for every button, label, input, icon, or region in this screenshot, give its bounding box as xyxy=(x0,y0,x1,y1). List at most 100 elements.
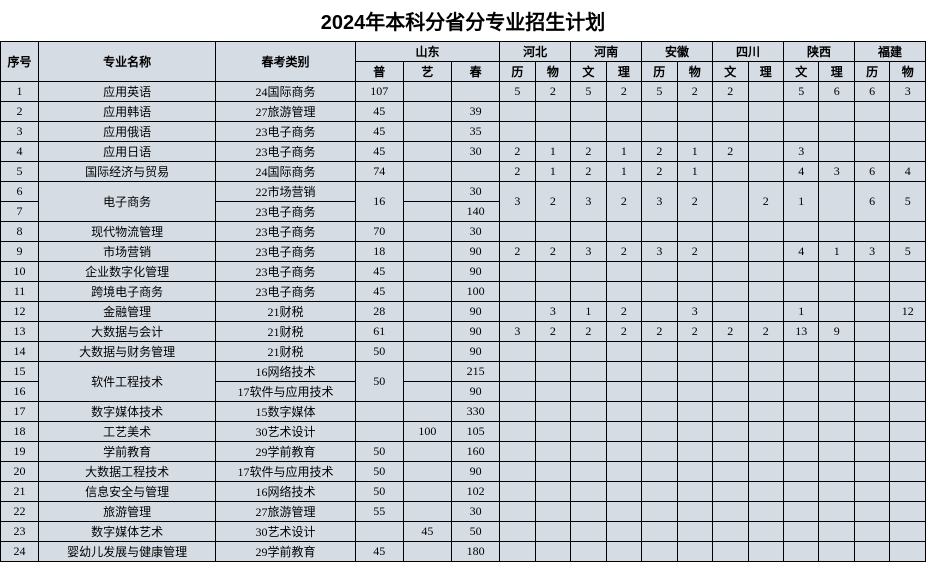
cell-value xyxy=(819,382,854,402)
cell-value xyxy=(403,202,451,222)
cell-category: 23电子商务 xyxy=(216,202,355,222)
cell-category: 23电子商务 xyxy=(216,262,355,282)
cell-value: 50 xyxy=(355,362,403,402)
cell-value: 2 xyxy=(713,142,748,162)
cell-value xyxy=(890,402,926,422)
cell-idx: 24 xyxy=(1,542,39,562)
cell-major: 国际经济与贸易 xyxy=(39,162,216,182)
cell-value xyxy=(748,162,783,182)
cell-value xyxy=(500,502,535,522)
cell-value xyxy=(452,82,500,102)
cell-major: 学前教育 xyxy=(39,442,216,462)
cell-category: 23电子商务 xyxy=(216,122,355,142)
cell-value xyxy=(403,542,451,562)
cell-value: 18 xyxy=(355,242,403,262)
sub-sd-yi: 艺 xyxy=(403,62,451,82)
cell-value xyxy=(819,122,854,142)
table-row: 19学前教育29学前教育50160 xyxy=(1,442,926,462)
header-fujian: 福建 xyxy=(854,42,925,62)
cell-value xyxy=(606,462,641,482)
cell-value xyxy=(783,502,818,522)
cell-value xyxy=(606,122,641,142)
cell-value xyxy=(535,502,570,522)
cell-value: 45 xyxy=(355,282,403,302)
cell-value: 5 xyxy=(642,82,677,102)
cell-value: 2 xyxy=(571,322,606,342)
cell-value xyxy=(783,282,818,302)
cell-value xyxy=(713,442,748,462)
cell-value: 45 xyxy=(355,122,403,142)
cell-value: 6 xyxy=(854,162,889,182)
cell-value xyxy=(571,382,606,402)
cell-value xyxy=(854,462,889,482)
header-shaanxi: 陕西 xyxy=(783,42,854,62)
cell-value xyxy=(890,142,926,162)
cell-value: 4 xyxy=(783,162,818,182)
table-row: 24婴幼儿发展与健康管理29学前教育45180 xyxy=(1,542,926,562)
cell-category: 29学前教育 xyxy=(216,442,355,462)
cell-value: 13 xyxy=(783,322,818,342)
cell-value xyxy=(606,442,641,462)
cell-value xyxy=(403,122,451,142)
cell-value xyxy=(713,282,748,302)
cell-value xyxy=(500,122,535,142)
cell-value xyxy=(403,222,451,242)
cell-category: 23电子商务 xyxy=(216,242,355,262)
cell-value xyxy=(535,462,570,482)
cell-value xyxy=(748,482,783,502)
cell-major: 跨境电子商务 xyxy=(39,282,216,302)
cell-value xyxy=(713,342,748,362)
sub-hb-li: 历 xyxy=(500,62,535,82)
cell-value xyxy=(571,402,606,422)
cell-value xyxy=(403,142,451,162)
cell-value: 3 xyxy=(677,302,712,322)
cell-value: 3 xyxy=(783,142,818,162)
cell-value: 16 xyxy=(355,182,403,222)
cell-value xyxy=(748,462,783,482)
cell-value xyxy=(571,482,606,502)
cell-value xyxy=(535,342,570,362)
cell-value: 55 xyxy=(355,502,403,522)
cell-category: 24国际商务 xyxy=(216,82,355,102)
sub-sx-wen: 文 xyxy=(783,62,818,82)
cell-value xyxy=(783,342,818,362)
cell-value xyxy=(500,222,535,242)
cell-value: 2 xyxy=(642,322,677,342)
cell-value xyxy=(677,262,712,282)
cell-value xyxy=(748,282,783,302)
cell-value xyxy=(854,302,889,322)
cell-value xyxy=(606,262,641,282)
cell-value xyxy=(571,102,606,122)
cell-major: 应用英语 xyxy=(39,82,216,102)
cell-value xyxy=(642,302,677,322)
cell-value: 2 xyxy=(535,82,570,102)
cell-value xyxy=(819,542,854,562)
cell-value: 100 xyxy=(403,422,451,442)
cell-value xyxy=(890,122,926,142)
cell-value xyxy=(403,242,451,262)
cell-value xyxy=(748,102,783,122)
cell-value xyxy=(642,402,677,422)
cell-value: 2 xyxy=(677,322,712,342)
cell-value: 2 xyxy=(748,182,783,222)
cell-value: 90 xyxy=(452,462,500,482)
cell-value: 2 xyxy=(713,322,748,342)
cell-value xyxy=(819,142,854,162)
cell-value: 140 xyxy=(452,202,500,222)
cell-major: 企业数字化管理 xyxy=(39,262,216,282)
cell-value xyxy=(854,382,889,402)
table-row: 3应用俄语23电子商务4535 xyxy=(1,122,926,142)
header-idx: 序号 xyxy=(1,42,39,82)
cell-value xyxy=(854,222,889,242)
cell-value xyxy=(571,122,606,142)
table-row: 18工艺美术30艺术设计100105 xyxy=(1,422,926,442)
cell-category: 30艺术设计 xyxy=(216,522,355,542)
cell-value xyxy=(500,522,535,542)
cell-idx: 4 xyxy=(1,142,39,162)
cell-value: 6 xyxy=(854,182,889,222)
sub-sd-chun: 春 xyxy=(452,62,500,82)
cell-value xyxy=(642,442,677,462)
cell-idx: 8 xyxy=(1,222,39,242)
cell-value xyxy=(713,482,748,502)
cell-value xyxy=(403,102,451,122)
